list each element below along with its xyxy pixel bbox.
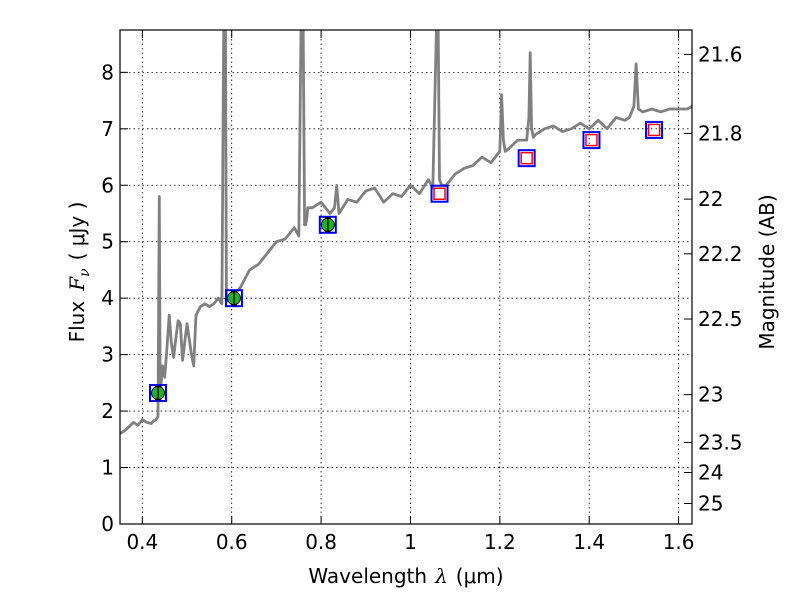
- photometry-box: [645, 120, 664, 139]
- y-tick-label: 6: [101, 173, 114, 197]
- measured-photometry-point: [148, 384, 167, 403]
- y-tick-label: 5: [101, 230, 114, 254]
- y2-axis-label: Magnitude (AB): [755, 194, 779, 349]
- y2-tick-label: 21.6: [698, 42, 743, 66]
- x-tick-label: 1.4: [573, 530, 605, 554]
- model-photometry-point: [430, 184, 449, 203]
- model-marker: [585, 133, 598, 147]
- y-axis-label: FluxFν( μJy ): [65, 202, 93, 343]
- photometry-box: [517, 149, 536, 168]
- x-tick-label: 0.4: [126, 530, 158, 554]
- y2-tick-label: 22.5: [698, 307, 743, 331]
- plot-frame: [119, 29, 693, 525]
- model-marker: [520, 151, 533, 165]
- y2-tick-label: 23.5: [698, 430, 743, 454]
- y-tick-label: 4: [101, 286, 114, 310]
- grid-lines: [120, 30, 692, 524]
- x-tick-label: 1.2: [484, 530, 516, 554]
- y-tick-label: 7: [101, 117, 114, 141]
- y2-tick-label: 22: [698, 187, 723, 211]
- y-tick-label: 0: [101, 512, 114, 536]
- y2-tick-label: 22.2: [698, 242, 743, 266]
- model-photometry-point: [582, 131, 601, 150]
- spectrum-series: [120, 30, 692, 435]
- y-tick-label: 8: [101, 60, 114, 84]
- model-photometry-point: [517, 149, 536, 168]
- y-tick-label: 3: [101, 343, 114, 367]
- photometry-box: [582, 131, 601, 150]
- photometry-box: [148, 384, 167, 403]
- model-marker: [647, 123, 661, 137]
- y-tick-label: 1: [101, 456, 114, 480]
- y-axis-ticks: 0 1 2 3 4 5 6 7 8: [101, 60, 128, 536]
- photometry-box: [430, 184, 449, 203]
- photometry-box: [224, 289, 243, 308]
- model-marker: [433, 187, 446, 200]
- photometry-box: [318, 215, 337, 234]
- model-photometry-point: [645, 120, 664, 139]
- y-tick-label: 2: [101, 399, 114, 423]
- x-axis-label: Wavelength λ (μm): [308, 564, 503, 588]
- x-tick-label: 1.6: [663, 530, 695, 554]
- y2-tick-label: 25: [698, 492, 723, 516]
- plot-background: [120, 30, 692, 524]
- spectrum-line: [120, 30, 692, 435]
- y2-tick-label: 21.8: [698, 121, 743, 145]
- x-tick-label: 0.8: [305, 530, 337, 554]
- y2-axis-ticks: 21.6 21.8 22 22.2 22.5 23 23.5 24 25: [684, 42, 743, 516]
- measured-photometry-point: [224, 289, 243, 308]
- x-axis-ticks: 0.4 0.6 0.8 1 1.2 1.4 1.6: [126, 30, 695, 554]
- x-tick-label: 1: [404, 530, 417, 554]
- y2-tick-label: 24: [698, 461, 723, 485]
- x-tick-label: 0.6: [216, 530, 248, 554]
- photometry-points: [148, 120, 664, 403]
- measured-photometry-point: [318, 215, 337, 234]
- y2-tick-label: 23: [698, 383, 723, 407]
